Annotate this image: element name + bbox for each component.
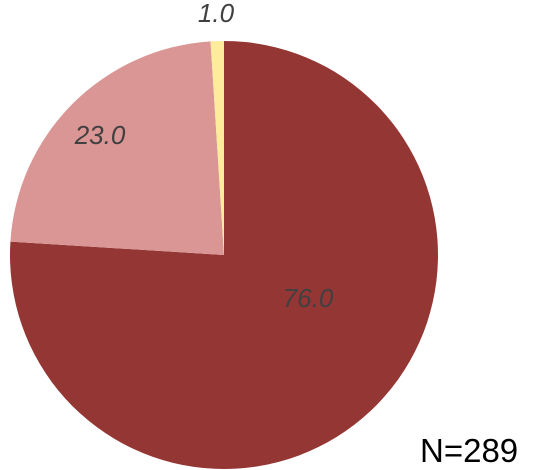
slice-value-label: 1.0 (198, 0, 235, 28)
sample-size-label: N=289 (420, 432, 518, 469)
pie-slice (210, 41, 224, 255)
pie-slice (10, 41, 224, 256)
slice-labels: 76.0 23.0 1.0 (74, 0, 334, 313)
slice-value-label: 76.0 (283, 283, 334, 313)
pie-slices (10, 41, 439, 469)
slice-value-label: 23.0 (74, 120, 126, 150)
pie-slice (10, 41, 439, 469)
